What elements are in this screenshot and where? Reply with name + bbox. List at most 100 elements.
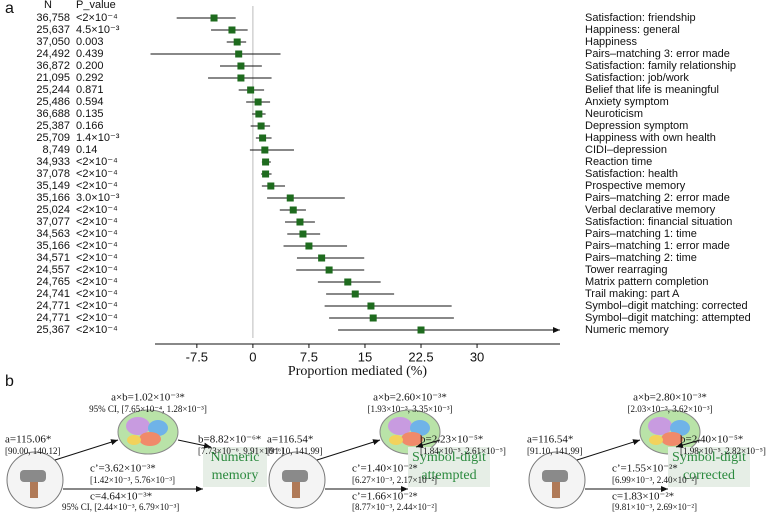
row-label: CIDI–depression bbox=[585, 144, 667, 156]
mediation-diagram: Numeric memory a×b=1.02×10⁻³*95% CI, [7.65… bbox=[5, 392, 284, 513]
n-value: 35,166 bbox=[36, 192, 70, 204]
c-ci-text: [8.77×10⁻³, 2.44×10⁻²] bbox=[352, 502, 437, 512]
estimate-marker bbox=[257, 122, 265, 130]
c-prime-text: c’=1.40×10⁻²* bbox=[352, 463, 418, 475]
ab-ci-text: 95% CI, [7.65×10⁻⁴, 1.28×10⁻³] bbox=[89, 404, 207, 414]
p-value: <2×10⁻⁴ bbox=[76, 12, 118, 24]
brain-region bbox=[127, 435, 141, 445]
row-label: Reaction time bbox=[585, 156, 652, 168]
ab-ci-text: [2.03×10⁻³, 3.62×10⁻³] bbox=[627, 404, 712, 414]
estimate-marker bbox=[262, 158, 270, 166]
outcome-box bbox=[668, 447, 750, 487]
outcome-label: attempted bbox=[421, 468, 476, 483]
outcome-label: Symbol-digit bbox=[672, 450, 746, 465]
c-text: c=4.64×10⁻³* bbox=[90, 491, 152, 503]
brain-region bbox=[388, 417, 412, 435]
n-value: 24,492 bbox=[36, 48, 70, 60]
n-value: 34,571 bbox=[36, 252, 70, 264]
n-value: 36,688 bbox=[36, 108, 70, 120]
c-text: c’=1.66×10⁻²* bbox=[352, 491, 418, 503]
p-value: <2×10⁻⁴ bbox=[76, 240, 118, 252]
brain-region bbox=[649, 435, 663, 445]
x-axis-label: Proportion mediated (%) bbox=[288, 364, 428, 379]
brain-region bbox=[389, 435, 403, 445]
estimate-marker bbox=[262, 170, 270, 178]
x-tick-label: 22.5 bbox=[408, 349, 433, 364]
estimate-marker bbox=[305, 242, 313, 250]
brain-region bbox=[126, 417, 150, 435]
estimate-marker bbox=[286, 194, 294, 202]
ab-ci-text: [1.93×10⁻³, 3.35×10⁻³] bbox=[367, 404, 452, 414]
row-label: Trail making: part A bbox=[585, 288, 680, 300]
c-text: c=1.83×10⁻²* bbox=[612, 491, 674, 503]
estimate-marker bbox=[367, 302, 375, 310]
row-label: Happiness bbox=[585, 36, 637, 48]
a-ci-text: [91.10, 141.99] bbox=[267, 446, 323, 456]
a-text: a=116.54* bbox=[527, 434, 573, 446]
panel-label: b bbox=[5, 373, 14, 390]
a-ci-text: [90.00, 140.12] bbox=[5, 446, 61, 456]
estimate-marker bbox=[237, 62, 245, 70]
estimate-marker bbox=[351, 290, 359, 298]
estimate-marker bbox=[237, 74, 245, 82]
row-label: Happiness with own health bbox=[585, 132, 716, 144]
row-label: Tower rearraging bbox=[585, 264, 668, 276]
x-tick-label: 30 bbox=[470, 349, 484, 364]
estimate-marker bbox=[228, 26, 236, 34]
n-value: 25,486 bbox=[36, 96, 70, 108]
outcome-label: corrected bbox=[683, 468, 735, 483]
c-prime-text: c’=3.62×10⁻³* bbox=[90, 463, 156, 475]
row-label: Verbal declarative memory bbox=[585, 204, 716, 216]
row-label: Pairs–matching 3: error made bbox=[585, 48, 730, 60]
p-value: <2×10⁻⁴ bbox=[76, 228, 118, 240]
b-ci-text: [7.73×10⁻⁶, 9.91×10⁻⁶] bbox=[198, 446, 284, 456]
x-tick-label: 15 bbox=[358, 349, 372, 364]
exposure-icon-part bbox=[552, 482, 560, 498]
exposure-icon-part bbox=[542, 470, 568, 482]
p-value: 1.4×10⁻³ bbox=[76, 132, 120, 144]
n-value: 37,078 bbox=[36, 168, 70, 180]
n-value: 36,758 bbox=[36, 12, 70, 24]
row-label: Matrix pattern completion bbox=[585, 276, 709, 288]
row-label: Pairs–matching 1: error made bbox=[585, 240, 730, 252]
p-value: 0.292 bbox=[76, 72, 104, 84]
estimate-marker bbox=[267, 182, 275, 190]
exposure-icon-part bbox=[282, 470, 308, 482]
p-value: <2×10⁻⁴ bbox=[76, 324, 118, 336]
c-ci-text: [9.81×10⁻³, 2.69×10⁻²] bbox=[612, 502, 697, 512]
p-value: <2×10⁻⁴ bbox=[76, 312, 118, 324]
exposure-icon-part bbox=[292, 482, 300, 498]
brain-region bbox=[670, 420, 690, 436]
exposure-icon-part bbox=[30, 482, 38, 498]
p-value: 0.871 bbox=[76, 84, 104, 96]
path-arrow bbox=[415, 439, 441, 448]
c-prime_ci-text: [6.99×10⁻³, 2.40×10⁻²] bbox=[612, 475, 697, 485]
row-label: Satisfaction: job/work bbox=[585, 72, 689, 84]
n-value: 25,637 bbox=[36, 24, 70, 36]
brain-region bbox=[410, 420, 430, 436]
p-value: 0.14 bbox=[76, 144, 97, 156]
row-label: Pairs–matching 2: error made bbox=[585, 192, 730, 204]
row-label: Satisfaction: health bbox=[585, 168, 678, 180]
row-label: Anxiety symptom bbox=[585, 96, 669, 108]
row-label: Satisfaction: friendship bbox=[585, 12, 696, 24]
n-value: 24,765 bbox=[36, 276, 70, 288]
n-value: 25,367 bbox=[36, 324, 70, 336]
p-value: 3.0×10⁻³ bbox=[76, 192, 120, 204]
n-value: 36,872 bbox=[36, 60, 70, 72]
estimate-marker bbox=[289, 206, 297, 214]
estimate-marker bbox=[235, 50, 243, 58]
row-label: Satisfaction: financial situation bbox=[585, 216, 732, 228]
n-value: 37,077 bbox=[36, 216, 70, 228]
a-text: a=115.06* bbox=[5, 434, 51, 446]
brain-region bbox=[648, 417, 672, 435]
p-value: <2×10⁻⁴ bbox=[76, 156, 118, 168]
ab-text: a×b=1.02×10⁻³* bbox=[111, 392, 185, 404]
estimate-marker bbox=[233, 38, 241, 46]
mediation-diagram: Symbol-digit attempted a×b=2.60×10⁻³*[1.93… bbox=[267, 392, 506, 513]
c-prime-text: c’=1.55×10⁻²* bbox=[612, 463, 678, 475]
mediation-diagram: Symbol-digit corrected a×b=2.80×10⁻³*[2.03… bbox=[527, 392, 766, 513]
path-arrow bbox=[54, 439, 119, 461]
n-value: 37,050 bbox=[36, 36, 70, 48]
n-value: 35,149 bbox=[36, 180, 70, 192]
